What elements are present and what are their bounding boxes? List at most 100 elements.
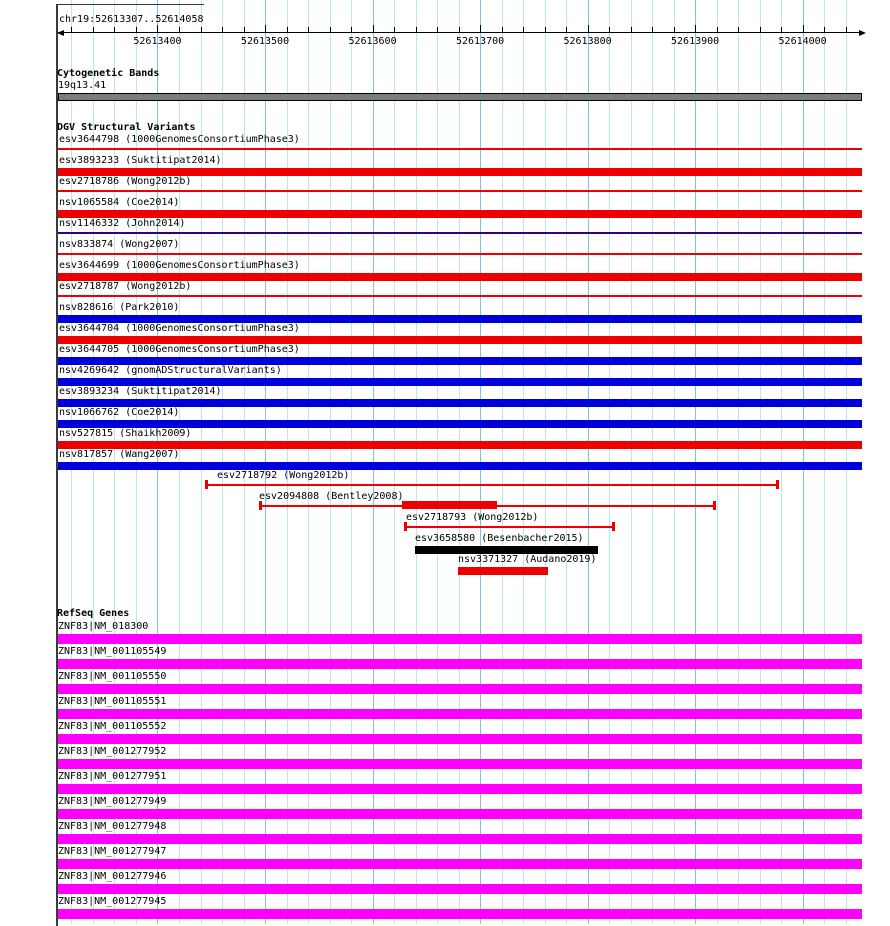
variant-label[interactable]: esv2718787 (Wong2012b) [59, 281, 192, 292]
gene-label[interactable]: ZNF83|NM_001105551 [58, 696, 167, 707]
variant-label[interactable]: nsv817857 (Wang2007) [59, 449, 180, 460]
gene-label[interactable]: ZNF83|NM_018300 [58, 621, 149, 632]
variant-bar[interactable] [58, 315, 862, 323]
gene-bar[interactable] [58, 759, 862, 769]
gene-label[interactable]: ZNF83|NM_001277945 [58, 896, 167, 907]
gene-label[interactable]: ZNF83|NM_001105552 [58, 721, 167, 732]
gene-bar[interactable] [58, 709, 862, 719]
ruler-tick [695, 25, 697, 32]
variant-label[interactable]: esv2718793 (Wong2012b) [406, 512, 539, 523]
variant-label[interactable]: esv2718786 (Wong2012b) [59, 176, 192, 187]
position-label: chr19:52613307..52614058 [59, 14, 204, 25]
variant-label[interactable]: esv2094808 (Bentley2008) [259, 491, 404, 502]
section-title-dgv: DGV Structural Variants [57, 122, 196, 133]
ruler-tick [222, 27, 223, 32]
ruler-tick [415, 27, 417, 32]
cytoband-bar[interactable] [58, 93, 862, 101]
variant-bar[interactable] [458, 567, 548, 575]
variant-bar[interactable] [405, 526, 614, 528]
gene-label[interactable]: ZNF83|NM_001105549 [58, 646, 167, 657]
gene-label[interactable]: ZNF83|NM_001105550 [58, 671, 167, 682]
gene-bar[interactable] [58, 634, 862, 644]
gene-label[interactable]: ZNF83|NM_001277951 [58, 771, 167, 782]
gene-bar[interactable] [58, 784, 862, 794]
ruler-left-arrow-icon [57, 30, 64, 36]
gene-bar[interactable] [58, 734, 862, 744]
gene-bar[interactable] [58, 909, 862, 919]
ruler-tick [738, 27, 740, 32]
ruler-tick [458, 27, 460, 32]
ruler-tick [372, 25, 374, 32]
variant-label[interactable]: nsv3371327 (Audano2019) [458, 554, 597, 565]
variant-bar[interactable] [58, 148, 862, 150]
ruler-tick [114, 27, 116, 32]
ruler-tick [630, 27, 632, 32]
gene-bar[interactable] [58, 859, 862, 869]
ruler-tick [329, 27, 331, 32]
ruler-tick [437, 27, 439, 32]
ruler-tick-label: 52614000 [778, 36, 827, 47]
variant-label[interactable]: nsv4269642 (gnomADStructuralVariants) [59, 365, 282, 376]
variant-bar[interactable] [58, 357, 862, 365]
variant-label[interactable]: esv3893233 (Suktitipat2014) [59, 155, 222, 166]
variant-bar[interactable] [58, 441, 862, 449]
gene-label[interactable]: ZNF83|NM_001277952 [58, 746, 167, 757]
gene-bar[interactable] [58, 884, 862, 894]
variant-label[interactable]: nsv1146332 (John2014) [59, 218, 186, 229]
ruler-tick [845, 27, 847, 32]
variant-label[interactable]: esv2718792 (Wong2012b) [217, 470, 350, 481]
ruler-tick-label: 52613700 [455, 36, 505, 47]
ruler-tick [179, 27, 180, 32]
variant-bar[interactable] [58, 462, 862, 470]
gene-bar[interactable] [58, 659, 862, 669]
variant-label[interactable]: nsv527815 (Shaikh2009) [59, 428, 192, 439]
variant-label[interactable]: esv3644798 (1000GenomesConsortiumPhase3) [59, 134, 300, 145]
variant-bar[interactable] [58, 420, 862, 428]
ruler-tick [200, 27, 202, 32]
variant-start-tick [259, 501, 262, 510]
variant-bar[interactable] [58, 336, 862, 344]
variant-label[interactable]: esv3644705 (1000GenomesConsortiumPhase3) [59, 344, 300, 355]
variant-bar[interactable] [58, 399, 862, 407]
cytoband-label[interactable]: 19q13.41 [58, 80, 107, 91]
gene-label[interactable]: ZNF83|NM_001277947 [58, 846, 167, 857]
variant-bar[interactable] [58, 273, 862, 281]
gene-bar[interactable] [58, 684, 862, 694]
variant-bar[interactable] [415, 546, 598, 554]
ruler-tick [351, 27, 353, 32]
variant-label[interactable]: esv3893234 (Suktitipat2014) [59, 386, 222, 397]
variant-label[interactable]: nsv828616 (Park2010) [59, 302, 180, 313]
variant-bar[interactable] [58, 190, 862, 192]
ruler-tick [394, 27, 396, 32]
gene-bar[interactable] [58, 809, 862, 819]
ruler-tick [308, 27, 310, 32]
variant-end-tick [612, 522, 615, 531]
variant-label[interactable]: nsv833874 (Wong2007) [59, 239, 180, 250]
variant-bar[interactable] [206, 484, 778, 486]
ruler-right-arrow-icon [859, 30, 866, 36]
gene-label[interactable]: ZNF83|NM_001277949 [58, 796, 167, 807]
gene-label[interactable]: ZNF83|NM_001277948 [58, 821, 167, 832]
variant-label[interactable]: esv3644699 (1000GenomesConsortiumPhase3) [59, 260, 300, 271]
gene-bar[interactable] [58, 834, 862, 844]
left-border-line [56, 4, 58, 926]
variant-bar[interactable] [58, 168, 862, 176]
variant-bar[interactable] [58, 378, 862, 386]
ruler-tick [781, 27, 783, 32]
variant-core-bar[interactable] [402, 501, 497, 509]
variant-bar[interactable] [58, 295, 862, 297]
ruler-tick [566, 27, 568, 32]
variant-bar[interactable] [58, 253, 862, 255]
variant-label[interactable]: nsv1065584 (Coe2014) [59, 197, 180, 208]
top-border-line [56, 4, 204, 5]
ruler-line [58, 32, 862, 33]
ruler-tick [501, 27, 503, 32]
variant-label[interactable]: esv3658580 (Besenbacher2015) [415, 533, 584, 544]
variant-bar[interactable] [58, 232, 862, 234]
variant-label[interactable]: nsv1066762 (Coe2014) [59, 407, 180, 418]
variant-bar[interactable] [58, 210, 862, 218]
gene-label[interactable]: ZNF83|NM_001277946 [58, 871, 167, 882]
variant-label[interactable]: esv3644704 (1000GenomesConsortiumPhase3) [59, 323, 300, 334]
variant-start-tick [404, 522, 407, 531]
ruler-tick [480, 25, 482, 32]
